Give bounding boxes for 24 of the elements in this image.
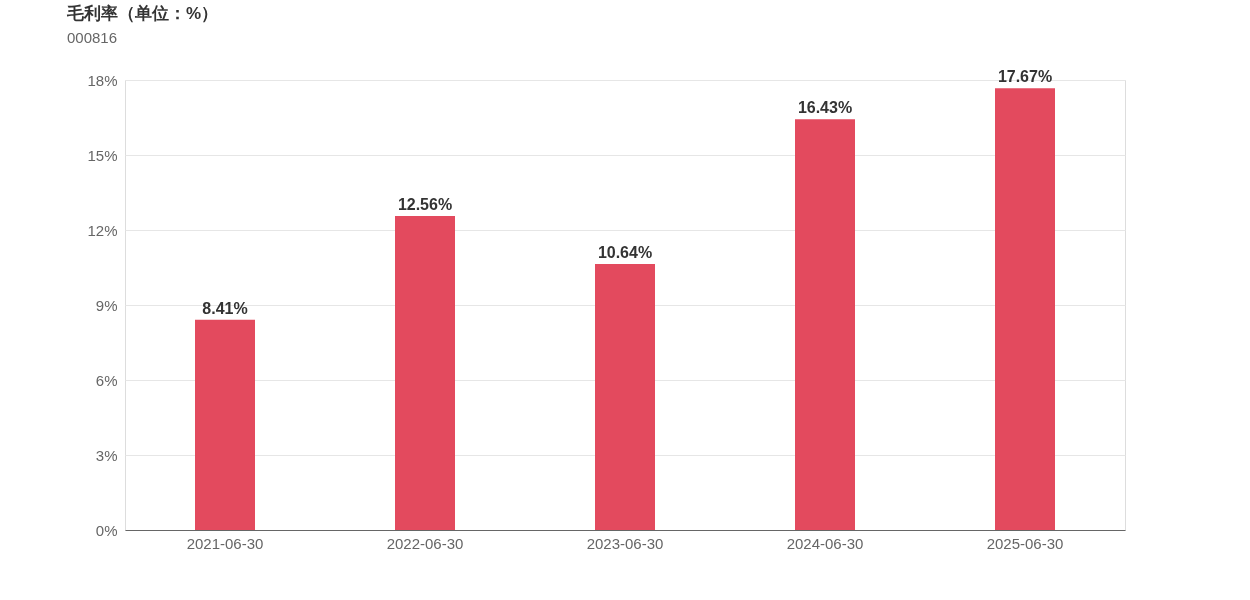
y-tick-label: 0% [95, 521, 118, 539]
bar [795, 119, 855, 530]
data-label: 12.56% [397, 196, 453, 213]
x-tick-label: 2021-06-30 [186, 534, 264, 552]
y-tick-label: 18% [87, 71, 118, 89]
bar [995, 88, 1055, 530]
data-label: 17.67% [997, 68, 1053, 86]
x-tick-label: 2023-06-30 [586, 534, 664, 552]
x-tick-label: 2025-06-30 [986, 534, 1064, 552]
y-tick-label: 15% [87, 146, 118, 164]
y-tick-label: 6% [95, 371, 118, 389]
data-label: 8.41% [202, 299, 248, 317]
x-tick-label: 2024-06-30 [786, 534, 864, 552]
bar [595, 264, 655, 530]
bar [195, 319, 255, 530]
data-label: 16.43% [797, 99, 853, 117]
y-tick-label: 9% [95, 296, 118, 314]
y-tick-label: 3% [95, 446, 118, 464]
y-tick-label: 12% [87, 221, 118, 239]
data-label: 10.64% [597, 244, 653, 261]
chart-subtitle: 000816 [66, 29, 118, 47]
bar [395, 216, 455, 530]
x-tick-label: 2022-06-30 [386, 534, 464, 552]
chart-title: 毛利率（单位：%） [65, 4, 219, 24]
